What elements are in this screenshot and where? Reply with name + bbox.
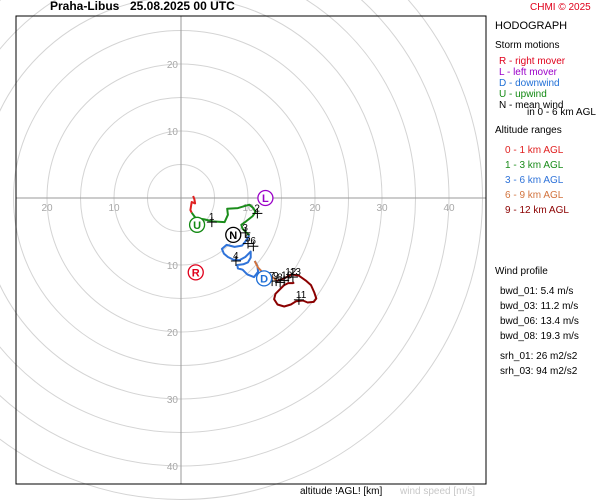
altitude-mark-label: 1 [209, 212, 215, 223]
srh-item: srh_01: 26 m2/s2 [500, 351, 578, 362]
y-tick-label: 20 [167, 328, 179, 339]
storm-motion-r: R [187, 264, 204, 281]
x-tick-label: 20 [41, 203, 53, 214]
legend-title: HODOGRAPH [495, 20, 568, 32]
altitude-mark-label: 3 [242, 223, 248, 234]
altitude-mark-label: 4 [233, 251, 239, 262]
hodograph-axes [15, 15, 487, 485]
wind-profile-item: bwd_06: 13.4 m/s [500, 316, 579, 327]
altitude-range-item: 1 - 3 km AGL [505, 160, 564, 171]
altitude-mark-label: 5 [245, 234, 251, 245]
altitude-mark: 8 [275, 272, 286, 288]
altitude-mark-label: 6 [250, 236, 256, 247]
y-tick-label: 10 [167, 261, 179, 272]
storm-motion-legend-item: L - left mover [499, 67, 557, 78]
x-tick-label: 10 [242, 203, 254, 214]
y-tick-label: 10 [167, 127, 179, 138]
storm-motions-title: Storm motions [495, 40, 560, 51]
storm-motion-label: U [193, 220, 201, 232]
storm-motion-l: L [257, 189, 274, 207]
speed-ring [0, 0, 416, 433]
storm-motion-markers: R L D U N [187, 189, 274, 287]
copyright: CHMI © 2025 [530, 2, 591, 13]
altitude-mark: 13 [287, 267, 302, 283]
storm-motion-legend-item: in 0 - 6 km AGL [527, 107, 596, 118]
wind-profile-item: bwd_01: 5.4 m/s [500, 286, 574, 297]
storm-motion-circle [255, 270, 273, 287]
wind-profile-item: bwd_03: 11.2 m/s [500, 301, 579, 312]
station-name: Praha-Libus [50, 0, 120, 13]
srh-item: srh_03: 94 m2/s2 [500, 366, 578, 377]
wind-trace-segment [189, 195, 197, 214]
x-tick-label: 30 [376, 203, 388, 214]
altitude-mark-label: 7 [269, 271, 275, 282]
x-tick-label: 40 [443, 203, 455, 214]
altitude-range-item: 9 - 12 km AGL [505, 205, 569, 216]
storm-motion-label: N [229, 230, 237, 242]
altitude-range-item: 0 - 1 km AGL [505, 145, 564, 156]
altitude-mark: 11 [293, 290, 307, 305]
altitude-ranges-title: Altitude ranges [495, 125, 562, 136]
tick-labels: 20 10 10 20 30 40 20 10 10 20 30 40 [41, 60, 455, 473]
storm-motion-legend-item: R - right mover [499, 56, 566, 67]
altitude-mark: 2 [252, 203, 263, 219]
wind-trace-segment [273, 273, 318, 308]
x-tick-label: 10 [108, 203, 120, 214]
storm-motion-u: U [188, 216, 206, 233]
storm-motion-circle [225, 226, 242, 244]
speed-rings [0, 0, 483, 500]
storm-motion-n: N [225, 226, 242, 244]
storm-motion-label: R [192, 267, 200, 279]
altitude-marks: 12345678910111213 [206, 203, 307, 305]
altitude-mark-label: 9 [273, 271, 279, 282]
y-tick-label: 40 [167, 462, 179, 473]
altitude-mark-label: 2 [254, 203, 260, 214]
storm-motion-circle [187, 264, 204, 281]
y-tick-label: 30 [167, 395, 179, 406]
storm-motion-label: L [262, 193, 269, 205]
storm-motion-d: D [255, 270, 273, 287]
altitude-range-item: 6 - 9 km AGL [505, 190, 564, 201]
storm-motion-legend-item: D - downwind [499, 78, 560, 89]
speed-ring [0, 0, 450, 467]
storm-motion-circle [188, 216, 206, 233]
storm-motion-circle [257, 189, 274, 207]
altitude-mark-label: 13 [290, 267, 302, 278]
wind-profile-title: Wind profile [495, 266, 548, 277]
storm-motion-legend-item: U - upwind [499, 89, 547, 100]
speed-ring [0, 0, 383, 400]
altitude-mark: 6 [248, 236, 259, 252]
altitude-mark: 9 [271, 271, 282, 287]
altitude-range-item: 3 - 6 km AGL [505, 175, 564, 186]
altitude-mark: 1 [206, 212, 217, 228]
altitude-mark: 3 [240, 223, 251, 238]
altitude-mark: 5 [243, 234, 253, 249]
wind-trace-segment [220, 234, 260, 279]
wind-speed-unit-label: wind speed [m/s] [400, 486, 476, 497]
wind-profile-item: bwd_08: 19.3 m/s [500, 331, 579, 342]
altitude-mark-label: 11 [296, 290, 307, 301]
plot-frame [15, 15, 487, 485]
storm-motion-label: D [260, 273, 268, 285]
altitude-mark-label: 12 [285, 267, 297, 278]
altitude-mark: 4 [230, 251, 241, 266]
altitude-mark-label: 10 [281, 270, 293, 281]
y-tick-label: 20 [167, 60, 179, 71]
sounding-datetime: 25.08.2025 00 UTC [130, 0, 235, 13]
storm-motion-legend-item: N - mean wind [499, 100, 564, 111]
wind-trace-segment [190, 203, 257, 237]
altitude-mark-label: 8 [277, 272, 283, 283]
altitude-unit-label: altitude !AGL! [km] [300, 486, 383, 497]
x-tick-label: 20 [309, 203, 321, 214]
